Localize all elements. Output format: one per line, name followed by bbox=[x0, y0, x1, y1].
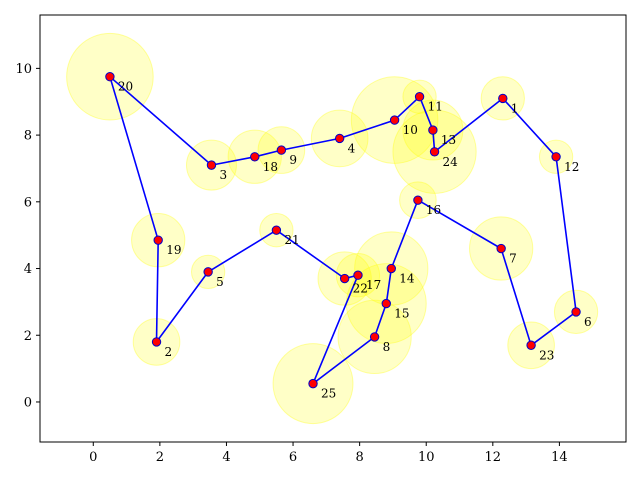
point-label-10: 10 bbox=[403, 123, 418, 137]
point-2 bbox=[151, 337, 162, 347]
point-22 bbox=[339, 273, 350, 284]
point-label-21: 21 bbox=[284, 233, 299, 247]
x-axis: 0 2 4 6 8 10 12 14 bbox=[89, 442, 568, 465]
point-10 bbox=[389, 115, 400, 125]
point-label-2: 2 bbox=[165, 345, 173, 359]
point-label-16: 16 bbox=[426, 203, 441, 217]
y-tick-label-0: 0 bbox=[24, 395, 32, 410]
point-label-23: 23 bbox=[539, 348, 554, 362]
point-label-22: 22 bbox=[353, 282, 368, 296]
x-tick-label-4: 4 bbox=[222, 450, 230, 465]
point-label-3: 3 bbox=[219, 168, 227, 182]
x-tick-label-0: 0 bbox=[89, 450, 97, 465]
point-label-13: 13 bbox=[441, 133, 456, 147]
point-label-7: 7 bbox=[509, 252, 517, 266]
point-label-17: 17 bbox=[366, 278, 381, 292]
route-points bbox=[105, 72, 581, 389]
point-13 bbox=[428, 125, 438, 135]
point-23 bbox=[526, 340, 536, 350]
point-3 bbox=[206, 160, 217, 170]
point-label-8: 8 bbox=[383, 340, 391, 354]
point-4 bbox=[334, 133, 345, 144]
point-25 bbox=[308, 378, 318, 389]
point-20 bbox=[105, 72, 115, 82]
point-18 bbox=[250, 152, 260, 162]
point-12 bbox=[551, 152, 561, 162]
point-label-18: 18 bbox=[263, 160, 278, 174]
point-8 bbox=[369, 332, 380, 342]
y-tick-label-4: 4 bbox=[24, 262, 32, 277]
point-16 bbox=[413, 195, 423, 205]
point-19 bbox=[153, 235, 163, 245]
x-tick-label-12: 12 bbox=[485, 450, 502, 465]
point-15 bbox=[381, 298, 391, 309]
point-label-25: 25 bbox=[321, 387, 336, 401]
point-21 bbox=[271, 225, 282, 235]
route-line bbox=[109, 76, 577, 385]
point-label-9: 9 bbox=[289, 153, 297, 167]
x-tick-label-14: 14 bbox=[551, 450, 568, 465]
x-tick-label-2: 2 bbox=[156, 450, 164, 465]
point-label-5: 5 bbox=[216, 275, 224, 289]
point-label-11: 11 bbox=[428, 100, 443, 114]
x-tick-label-8: 8 bbox=[355, 450, 363, 465]
point-label-6: 6 bbox=[584, 315, 592, 329]
x-tick-label-6: 6 bbox=[289, 450, 297, 465]
point-24 bbox=[429, 147, 440, 157]
point-label-15: 15 bbox=[394, 307, 409, 321]
y-tick-label-10: 10 bbox=[15, 62, 32, 77]
point-labels: 1234567891011121314151617181920212223242… bbox=[118, 80, 592, 401]
point-14 bbox=[386, 263, 396, 274]
point-label-19: 19 bbox=[166, 243, 181, 257]
point-label-14: 14 bbox=[399, 272, 415, 286]
y-tick-label-6: 6 bbox=[24, 195, 32, 210]
point-label-4: 4 bbox=[348, 141, 356, 155]
point-11 bbox=[414, 92, 425, 102]
point-label-12: 12 bbox=[564, 160, 579, 174]
point-label-1: 1 bbox=[511, 101, 519, 115]
point-7 bbox=[496, 243, 506, 254]
point-label-20: 20 bbox=[118, 80, 133, 94]
point-9 bbox=[276, 145, 287, 155]
point-1 bbox=[498, 93, 508, 104]
point-17 bbox=[353, 270, 363, 280]
axes-frame bbox=[39, 14, 627, 443]
point-5 bbox=[203, 267, 213, 277]
x-tick-label-10: 10 bbox=[418, 450, 435, 465]
y-tick-label-8: 8 bbox=[24, 129, 32, 144]
point-6 bbox=[571, 307, 581, 317]
route-path bbox=[109, 76, 577, 385]
point-label-24: 24 bbox=[443, 155, 459, 169]
y-axis: 0 2 4 6 8 10 bbox=[15, 62, 40, 410]
y-tick-label-2: 2 bbox=[24, 329, 32, 344]
